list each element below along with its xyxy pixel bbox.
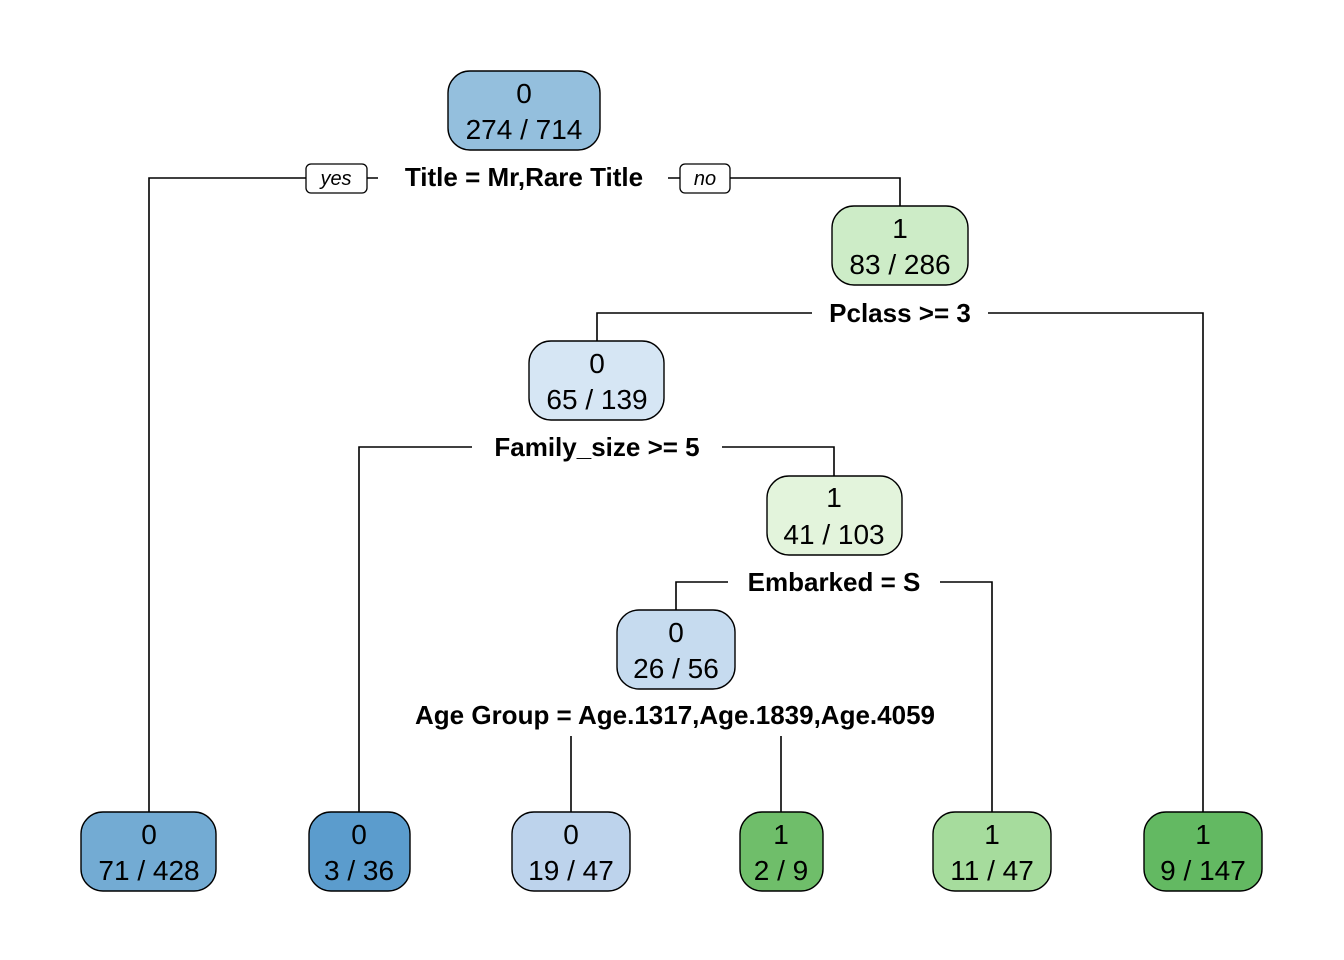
split-label-root: Title = Mr,Rare Title xyxy=(405,162,643,192)
node-counts: 41 / 103 xyxy=(783,519,884,550)
yes-tag-label: yes xyxy=(318,168,351,190)
node-box xyxy=(616,609,736,690)
edge-nrl-left xyxy=(358,446,597,812)
node-class: 1 xyxy=(1195,819,1211,850)
node-box xyxy=(308,811,411,892)
leaf-node-3: 0 19 / 47 xyxy=(511,811,631,892)
split-label-pclass: Pclass >= 3 xyxy=(829,298,971,328)
split-label-embarked: Embarked = S xyxy=(748,567,921,597)
node-counts: 19 / 47 xyxy=(528,855,614,886)
node-class: 0 xyxy=(563,819,579,850)
node-box xyxy=(739,811,824,892)
edge-nr-right xyxy=(900,312,1204,812)
leaf-node-2: 0 3 / 36 xyxy=(308,811,411,892)
node-class: 0 xyxy=(141,819,157,850)
node-pclass-yes: 0 65 / 139 xyxy=(528,340,665,421)
node-embarked-yes: 0 26 / 56 xyxy=(616,609,736,690)
node-counts: 83 / 286 xyxy=(849,249,950,280)
split-labels: Title = Mr,Rare Title Pclass >= 3 Family… xyxy=(378,160,988,730)
node-root: 0 274 / 714 xyxy=(447,70,601,151)
node-box xyxy=(932,811,1052,892)
node-class: 0 xyxy=(589,348,605,379)
node-box xyxy=(528,340,665,421)
node-box xyxy=(1143,811,1263,892)
node-box xyxy=(80,811,217,892)
leaf-node-5: 1 11 / 47 xyxy=(932,811,1052,892)
node-class: 1 xyxy=(773,819,789,850)
node-family-size-no: 1 41 / 103 xyxy=(766,475,903,556)
split-label-family-size: Family_size >= 5 xyxy=(494,432,699,462)
node-counts: 3 / 36 xyxy=(324,855,394,886)
node-counts: 274 / 714 xyxy=(466,114,583,145)
node-box xyxy=(766,475,903,556)
split-label-age-group: Age Group = Age.1317,Age.1839,Age.4059 xyxy=(415,700,935,730)
node-counts: 9 / 147 xyxy=(1160,855,1246,886)
leaf-node-1: 0 71 / 428 xyxy=(80,811,217,892)
node-class: 1 xyxy=(892,213,908,244)
node-counts: 2 / 9 xyxy=(754,855,808,886)
node-box xyxy=(511,811,631,892)
node-counts: 71 / 428 xyxy=(98,855,199,886)
node-box xyxy=(447,70,601,151)
node-counts: 26 / 56 xyxy=(633,653,719,684)
node-counts: 11 / 47 xyxy=(950,855,1034,886)
node-class: 1 xyxy=(826,482,842,513)
node-class: 0 xyxy=(351,819,367,850)
node-class: 1 xyxy=(984,819,1000,850)
leaf-node-4: 1 2 / 9 xyxy=(739,811,824,892)
node-box xyxy=(831,205,969,286)
node-counts: 65 / 139 xyxy=(546,384,647,415)
leaf-node-6: 1 9 / 147 xyxy=(1143,811,1263,892)
edge-nr-left xyxy=(596,312,900,341)
node-class: 0 xyxy=(516,78,532,109)
branch-tag-yes: yes xyxy=(305,163,368,194)
branch-tag-no: no xyxy=(679,163,731,194)
no-tag-label: no xyxy=(694,168,716,190)
node-title-no: 1 83 / 286 xyxy=(831,205,969,286)
node-class: 0 xyxy=(668,617,684,648)
edge-nrlr-right xyxy=(834,581,993,812)
